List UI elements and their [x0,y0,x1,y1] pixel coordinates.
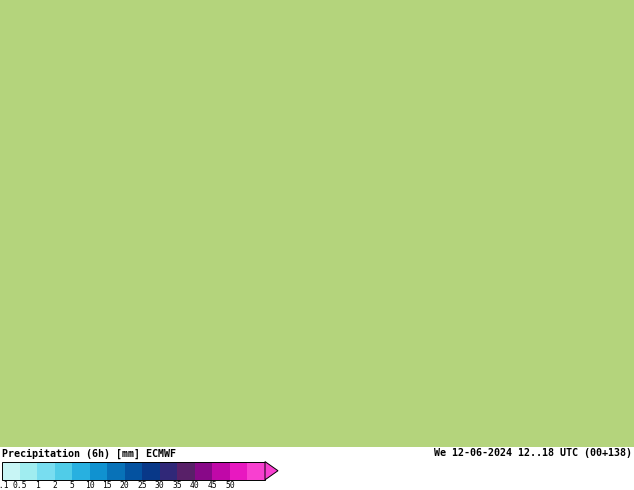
Text: 2: 2 [52,481,57,490]
Text: 35: 35 [172,481,182,490]
Text: 5: 5 [70,481,75,490]
Bar [2,462,265,480]
Text: 0.5: 0.5 [12,481,27,490]
Bar [107,462,125,480]
Text: 10: 10 [85,481,94,490]
Bar [89,462,107,480]
Bar [125,462,142,480]
Bar [160,462,178,480]
Text: 20: 20 [120,481,129,490]
Bar [247,462,265,480]
Bar [2,462,20,480]
Text: 0.1: 0.1 [0,481,10,490]
Bar [195,462,212,480]
Bar [37,462,55,480]
Text: 40: 40 [190,481,200,490]
Text: 1: 1 [35,481,39,490]
Text: We 12-06-2024 12..18 UTC (00+138): We 12-06-2024 12..18 UTC (00+138) [434,448,632,458]
Text: 15: 15 [102,481,112,490]
Bar [142,462,160,480]
Polygon shape [265,462,278,480]
Text: 25: 25 [138,481,147,490]
Text: 50: 50 [225,481,235,490]
Text: 30: 30 [155,481,165,490]
Bar [20,462,37,480]
Text: 45: 45 [207,481,217,490]
Bar [230,462,247,480]
Bar [178,462,195,480]
Text: Precipitation (6h) [mm] ECMWF: Precipitation (6h) [mm] ECMWF [2,448,176,459]
Bar [72,462,89,480]
Bar [212,462,230,480]
Bar [55,462,72,480]
